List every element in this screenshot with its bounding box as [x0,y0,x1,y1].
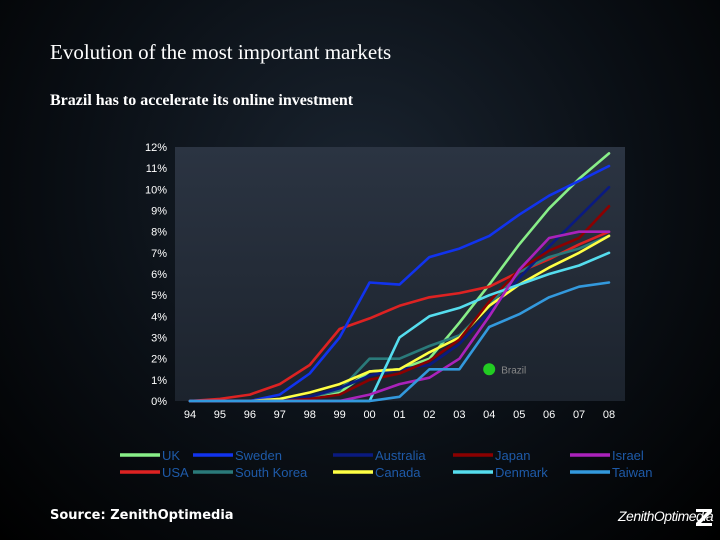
x-tick-label: 03 [453,409,465,421]
x-tick-label: 05 [513,409,525,421]
line-chart: 0% 1% 2% 3% 4% 5% 6% 7% 8% 9% 10% 11% 12% 94 95 96 97 98… [120,142,653,480]
legend-label: Canada [375,465,421,480]
legend-label: Sweden [235,448,282,463]
y-tick-label: 1% [151,375,167,387]
y-tick-label: 3% [151,333,167,345]
legend-label: Israel [612,448,644,463]
x-tick-label: 04 [483,409,495,421]
y-tick-label: 9% [151,206,167,218]
x-tick-label: 01 [393,409,405,421]
x-tick-label: 99 [334,409,346,421]
series-line-taiwan [188,281,611,403]
y-tick-label: 2% [151,354,167,366]
y-tick-label: 11% [146,163,167,175]
y-tick-label: 10% [145,184,167,196]
x-tick-label: 02 [423,409,435,421]
plot-background [175,147,625,401]
brazil-annotation: Brazil [483,363,526,376]
legend-label: South Korea [235,465,308,480]
x-tick-label: 98 [304,409,316,421]
slide-subtitle: Brazil has to accelerate its online inve… [50,92,354,109]
logo-mark-icon [696,509,712,526]
y-tick-label: 12% [145,142,167,154]
y-tick-label: 7% [151,248,167,260]
x-axis-ticks: 94 95 96 97 98 99 00 01 02 03 04 05 06 07 08 [184,409,615,421]
x-tick-label: 94 [184,409,196,421]
y-tick-label: 6% [151,269,167,281]
company-logo: ZenithOptimedia [618,508,714,524]
x-tick-label: 06 [543,409,555,421]
series-lines [188,152,611,403]
y-tick-label: 0% [151,396,167,408]
y-axis-ticks: 0% 1% 2% 3% 4% 5% 6% 7% 8% 9% 10% 11% 12% [145,142,167,408]
plot-area [175,147,625,401]
slide-title: Evolution of the most important markets [50,40,392,64]
x-tick-label: 00 [363,409,375,421]
legend-label: Denmark [495,465,548,480]
legend-label: USA [162,465,189,480]
legend: UK USA Sweden South Korea Australia Canada Jap… [120,448,652,480]
legend-label: Australia [375,448,426,463]
x-tick-label: 08 [603,409,615,421]
y-tick-label: 5% [151,290,167,302]
x-tick-label: 07 [573,409,585,421]
legend-label: Taiwan [612,465,652,480]
x-tick-label: 95 [214,409,226,421]
y-tick-label: 4% [151,311,167,323]
x-tick-label: 97 [274,409,286,421]
source-note: Source: ZenithOptimedia [50,508,234,523]
x-tick-label: 96 [244,409,256,421]
brazil-marker [483,363,496,376]
brazil-label: Brazil [501,365,526,376]
legend-label: Japan [495,448,530,463]
series-line-sweden [188,164,611,403]
y-tick-label: 8% [151,227,167,239]
legend-label: UK [162,448,180,463]
